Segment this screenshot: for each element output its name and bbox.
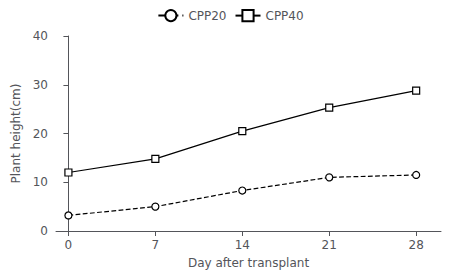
svg-text:CPP20: CPP20 [188, 9, 226, 23]
svg-text:21: 21 [322, 238, 337, 252]
svg-text:7: 7 [152, 238, 160, 252]
svg-text:Day after transplant: Day after transplant [188, 256, 309, 270]
svg-text:30: 30 [33, 78, 48, 92]
svg-text:20: 20 [33, 127, 48, 141]
svg-text:0: 0 [65, 238, 73, 252]
svg-text:Plant height(cm): Plant height(cm) [9, 84, 23, 184]
svg-text:CPP40: CPP40 [266, 9, 304, 23]
svg-text:0: 0 [40, 224, 48, 238]
svg-text:10: 10 [33, 175, 48, 189]
svg-text:14: 14 [235, 238, 250, 252]
svg-text:28: 28 [409, 238, 424, 252]
svg-text:40: 40 [33, 29, 48, 43]
